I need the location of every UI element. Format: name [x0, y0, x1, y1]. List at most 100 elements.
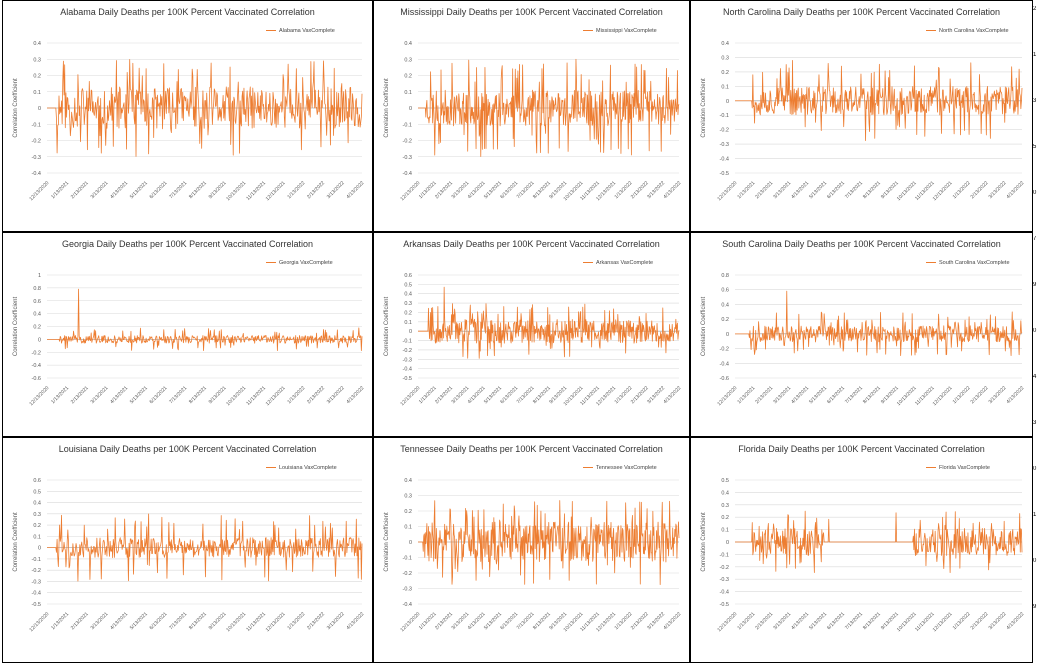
chart-title: South Carolina Daily Deaths per 100K Per… [722, 239, 1001, 249]
x-tick-label: 2/13/2022 [970, 180, 990, 200]
edge-fragment: 9 [1033, 282, 1037, 288]
legend-label: North Carolina VaxComplete [939, 28, 1009, 34]
y-tick-label: 0 [726, 332, 729, 338]
x-tick-label: 6/13/2021 [826, 180, 846, 200]
legend-swatch [583, 261, 593, 264]
x-tick-label: 1/13/2022 [286, 611, 306, 631]
series-line [47, 288, 363, 352]
y-tick-label: -0.4 [32, 363, 41, 369]
y-tick-label: 0.1 [404, 320, 412, 326]
tennessee-chart-panel: Tennessee Daily Deaths per 100K Percent … [373, 437, 690, 663]
x-tick-label: 8/13/2021 [862, 180, 882, 200]
x-tick-label: 1/13/2022 [952, 611, 972, 631]
y-tick-label: -0.3 [403, 587, 412, 593]
y-tick-label: -0.1 [403, 556, 412, 562]
x-tick-label: 10/13/2021 [225, 180, 247, 202]
x-tick-label: 2/13/2021 [754, 180, 774, 200]
x-tick-label: 4/13/2022 [1005, 180, 1025, 200]
y-axis-label: Correlation Coefficient [384, 512, 390, 572]
y-axis-label: Correlation Coefficient [701, 78, 707, 138]
x-tick-label: 4/13/2021 [790, 611, 810, 631]
x-tick-label: 6/13/2021 [149, 611, 169, 631]
y-tick-label: -0.4 [403, 367, 412, 373]
edge-fragment: 4 [1033, 374, 1037, 380]
y-tick-label: -0.6 [720, 376, 729, 382]
x-tick-label: 12/13/2021 [932, 385, 954, 407]
series-line [418, 286, 680, 359]
y-tick-label: 0.5 [721, 478, 729, 484]
x-tick-label: 6/13/2021 [826, 385, 846, 405]
chart-svg: -0.6 -0.4 -0.2 0 0.2 0.4 0.6 0.8 Correlation Coe… [701, 273, 1026, 407]
x-tick-label: 7/13/2021 [168, 385, 188, 405]
legend-label: Alabama VaxComplete [279, 28, 335, 34]
x-tick-label: 1/13/2021 [736, 180, 756, 200]
y-tick-label: -0.3 [403, 357, 412, 363]
y-tick-label: 0.8 [721, 273, 729, 279]
y-tick-label: -0.3 [403, 155, 412, 161]
arkansas-chart-panel: Arkansas Daily Deaths per 100K Percent V… [373, 232, 690, 437]
y-tick-label: -0.3 [32, 155, 41, 161]
chart-svg: -0.5 -0.4 -0.3 -0.2 -0.1 0 0.1 0.2 0.3 0.4 0.5 0.6 C… [384, 273, 683, 407]
y-tick-label: 0.3 [404, 494, 412, 500]
georgia-chart-panel: Georgia Daily Deaths per 100K Percent Va… [2, 232, 373, 437]
y-tick-label: -0.6 [32, 376, 41, 382]
x-tick-label: 7/13/2021 [844, 611, 864, 631]
x-tick-label: 4/13/2022 [1005, 611, 1025, 631]
x-tick-label: 3/13/2021 [90, 385, 110, 405]
x-tick-label: 4/13/2022 [345, 180, 365, 200]
x-tick-label: 4/13/2021 [109, 611, 129, 631]
x-tick-label: 2/13/2022 [306, 180, 326, 200]
legend-swatch [926, 261, 936, 264]
x-tick-label: 5/13/2021 [808, 180, 828, 200]
y-tick-label: 0.1 [33, 90, 41, 96]
edge-fragment: 0 [1033, 328, 1037, 334]
x-tick-label: 2/13/2022 [970, 611, 990, 631]
chart-title: Arkansas Daily Deaths per 100K Percent V… [403, 239, 660, 249]
x-tick-label: 1/13/2021 [50, 180, 70, 200]
y-tick-label: 0.3 [404, 57, 412, 63]
edge-fragment: 0 [1033, 558, 1037, 564]
y-tick-label: -0.4 [32, 171, 41, 177]
y-tick-label: 0.4 [721, 41, 729, 47]
x-tick-label: 2/13/2021 [70, 611, 90, 631]
legend-label: Florida VaxComplete [939, 465, 990, 471]
x-tick-label: 1/13/2022 [286, 180, 306, 200]
x-tick-label: 3/13/2021 [90, 180, 110, 200]
y-tick-label: 0.3 [721, 503, 729, 509]
y-tick-label: -0.1 [32, 557, 41, 563]
y-tick-label: 0.1 [721, 528, 729, 534]
chart-title: Georgia Daily Deaths per 100K Percent Va… [62, 239, 313, 249]
y-tick-label: 0 [726, 99, 729, 105]
y-tick-label: 0.6 [404, 273, 412, 279]
series-line [735, 510, 1023, 573]
legend-label: Tennessee VaxComplete [596, 465, 657, 471]
chart-legend: South Carolina VaxComplete [926, 260, 1010, 266]
y-tick-label: 0.3 [33, 57, 41, 63]
y-tick-label: 0.4 [721, 490, 729, 496]
x-tick-label: 11/13/2021 [245, 385, 267, 407]
x-tick-label: 12/13/2020 [28, 180, 50, 202]
series-line [418, 500, 680, 586]
x-tick-label: 4/13/2022 [345, 385, 365, 405]
x-tick-label: 3/13/2022 [326, 385, 346, 405]
x-tick-label: 8/13/2021 [862, 611, 882, 631]
y-tick-label: 0.3 [33, 512, 41, 518]
edge-fragment: 0 [1033, 190, 1037, 196]
y-axis-label: Correlation Coefficient [701, 512, 707, 572]
florida-chart-panel: Florida Daily Deaths per 100K Percent Va… [690, 437, 1033, 663]
y-tick-label: 0.3 [721, 55, 729, 61]
edge-fragment: 1 [1033, 52, 1037, 58]
y-tick-label: -0.4 [720, 361, 729, 367]
y-tick-label: -0.3 [720, 577, 729, 583]
south-carolina-chart-panel: South Carolina Daily Deaths per 100K Per… [690, 232, 1033, 437]
y-tick-label: -0.1 [403, 122, 412, 128]
x-tick-label: 3/13/2021 [772, 385, 792, 405]
x-tick-label: 4/13/2021 [790, 180, 810, 200]
y-tick-label: 0.2 [404, 74, 412, 80]
y-tick-label: -0.2 [32, 350, 41, 356]
x-tick-label: 5/13/2021 [808, 385, 828, 405]
y-tick-label: 0 [409, 329, 412, 335]
x-tick-label: 3/13/2022 [988, 611, 1008, 631]
y-tick-label: 0.2 [721, 317, 729, 323]
x-tick-label: 2/13/2021 [754, 385, 774, 405]
